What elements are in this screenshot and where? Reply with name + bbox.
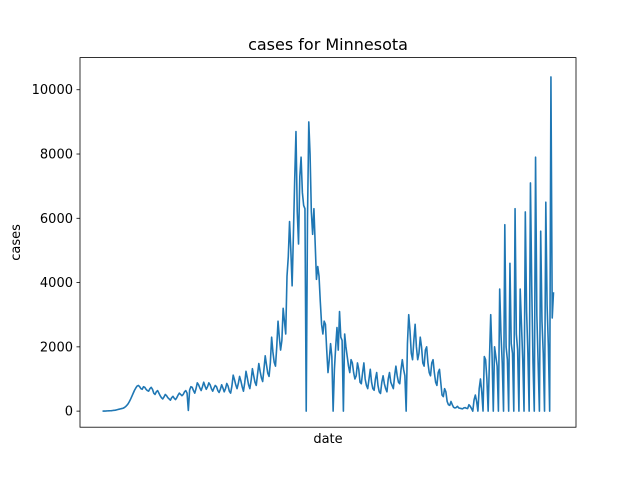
y-tick-label: 2000 — [40, 340, 73, 355]
y-axis-label: cases — [9, 224, 24, 261]
y-tick-label: 8000 — [40, 148, 73, 163]
y-tick-label: 6000 — [40, 212, 73, 227]
axes-frame — [79, 57, 577, 428]
y-axis: 0 2000 4000 6000 8000 10000 — [32, 83, 80, 420]
y-tick-label: 4000 — [40, 276, 73, 291]
cases-series-line — [102, 76, 555, 412]
y-tick-label: 10000 — [32, 83, 73, 98]
y-tick-label: 0 — [65, 405, 73, 420]
x-axis-label: date — [313, 432, 342, 447]
plot-area — [102, 76, 555, 412]
chart-title: cases for Minnesota — [248, 35, 408, 54]
